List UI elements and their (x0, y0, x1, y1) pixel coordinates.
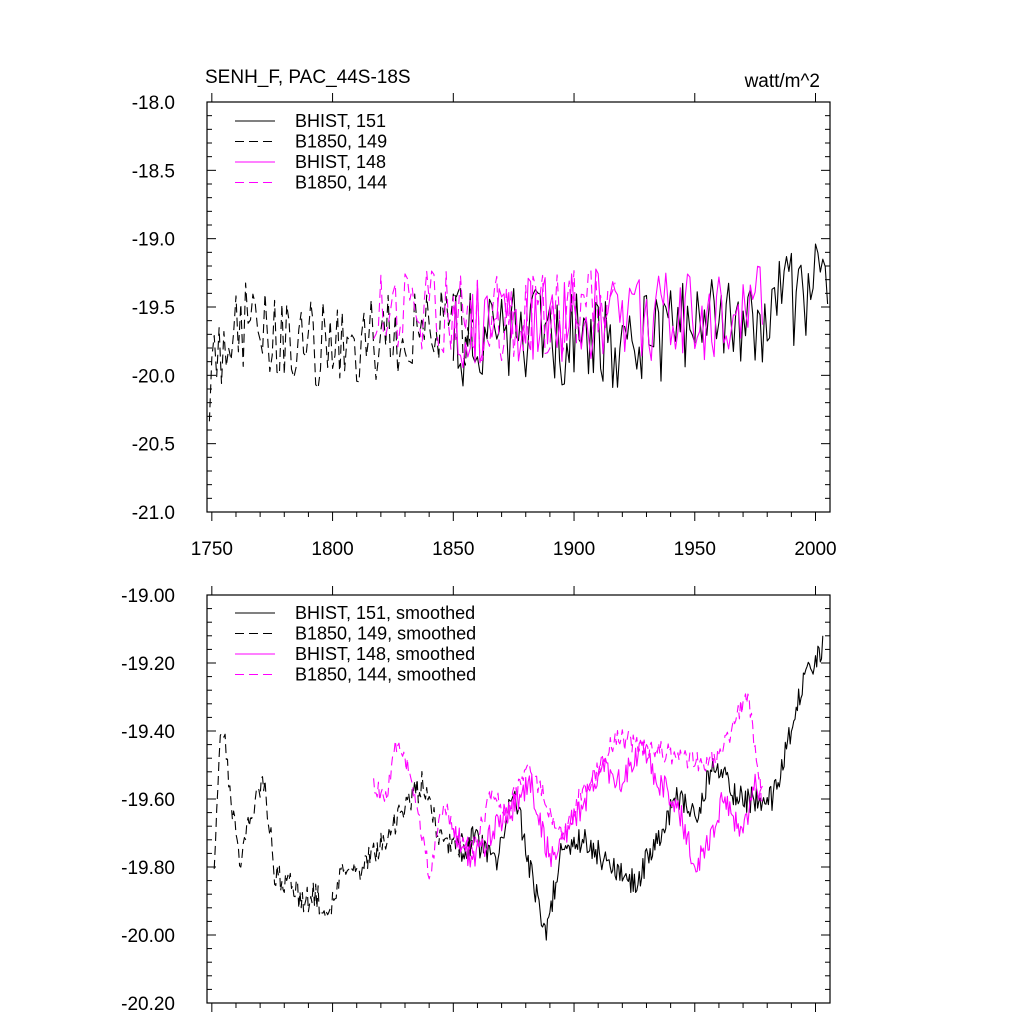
y-tick-label: -19.40 (121, 722, 175, 743)
series-line-3 (373, 693, 763, 880)
series-lines (213, 635, 824, 941)
legend-label-1: B1850, 149, smoothed (295, 624, 476, 644)
y-tick-label: -20.0 (132, 366, 175, 387)
legend-label-3: B1850, 144 (295, 173, 387, 193)
series-line-2 (452, 265, 763, 369)
units-label: watt/m^2 (744, 71, 820, 92)
y-tick-label: -19.60 (121, 790, 175, 811)
y-tick-label: -18.0 (132, 93, 175, 114)
axes: -19.00 -19.20 -19.40 -19.60 -19.80 -20.00 -20.… (121, 586, 831, 1015)
x-tick-label: 1950 (674, 539, 716, 560)
x-tick-label: 1850 (432, 539, 474, 560)
chart-title: SENH_F, PAC_44S-18S (205, 67, 411, 88)
legend-label-1: B1850, 149 (295, 132, 387, 152)
y-tick-label: -21.0 (132, 503, 175, 524)
series-line-3 (373, 270, 616, 362)
legend-label-3: B1850, 144, smoothed (295, 665, 476, 685)
axes: -18.0 -18.5 -19.0 -19.5 -20.0 -20.5 -21.0 1750 1… (132, 93, 837, 560)
legend-label-0: BHIST, 151, smoothed (295, 603, 475, 623)
x-tick-label: 1750 (191, 539, 233, 560)
y-tick-label: -19.0 (132, 230, 175, 251)
top-chart-panel: SENH_F, PAC_44S-18S watt/m^2 BHIST, 151B… (132, 67, 837, 560)
y-tick-label: -20.00 (121, 926, 175, 947)
y-tick-label: -19.80 (121, 858, 175, 879)
series-line-0 (457, 635, 824, 941)
y-tick-label: -19.20 (121, 654, 175, 675)
y-tick-label: -19.5 (132, 298, 175, 319)
series-line-2 (452, 740, 763, 873)
x-tick-label: 2000 (794, 539, 836, 560)
y-tick-label: -18.5 (132, 161, 175, 182)
x-tick-label: 1900 (553, 539, 595, 560)
series-lines (208, 243, 829, 422)
legend-label-2: BHIST, 148 (295, 152, 386, 172)
series-line-1 (208, 282, 474, 422)
y-tick-label: -20.20 (121, 994, 175, 1015)
x-tick-label: 1800 (311, 539, 353, 560)
y-tick-label: -20.5 (132, 435, 175, 456)
legend-label-0: BHIST, 151 (295, 111, 386, 131)
y-tick-label: -19.00 (121, 586, 175, 607)
legend-label-2: BHIST, 148, smoothed (295, 644, 475, 664)
series-line-1 (213, 732, 474, 918)
